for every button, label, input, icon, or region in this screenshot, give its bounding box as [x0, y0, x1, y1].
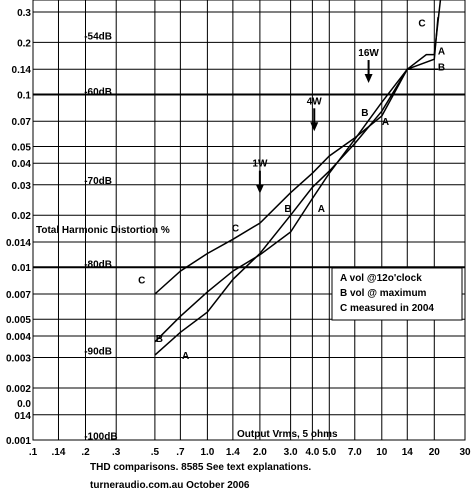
y-tick-labels: 0.3 0.2 0.14 0.1 0.07 0.05 0.04 0.03 0.02 0.014 0.… — [6, 8, 31, 447]
power-marker-label: 16W — [358, 48, 379, 59]
legend-box — [331, 267, 463, 321]
y-tick-label: 0.07 — [12, 117, 32, 128]
series-label: B — [156, 334, 163, 345]
x-tick-label: .7 — [176, 447, 185, 458]
y-tick-label: 0.14 — [12, 65, 32, 76]
x-tick-label: .1 — [29, 447, 38, 458]
x-tick-label: 1.4 — [226, 447, 240, 458]
x-tick-label: .14 — [52, 447, 66, 458]
x-tick-label: .2 — [81, 447, 90, 458]
series-label: C — [138, 275, 145, 286]
series-label: B — [361, 108, 368, 119]
series-label: A — [382, 117, 389, 128]
x-tick-label: 30 — [459, 447, 471, 458]
x-tick-label: .3 — [112, 447, 121, 458]
db-reference-labels: -54dB -60dB -70dB -80dB -90dB -100dB — [84, 31, 117, 442]
y-tick-label: 0.01 — [12, 263, 32, 274]
y-tick-label: 0.003 — [6, 354, 31, 365]
db-label: -70dB — [84, 176, 112, 187]
legend-entry: A vol @12o'clock — [340, 273, 422, 284]
db-label: -54dB — [84, 31, 112, 42]
power-marker-arrow-head — [364, 74, 373, 84]
db-label: -60dB — [84, 87, 112, 98]
power-marker-label: 1W — [252, 159, 268, 170]
db-label: -90dB — [84, 346, 112, 357]
series-lines — [154, 0, 442, 356]
x-tick-label: 4.0 — [305, 447, 319, 458]
caption-line-2: turneraudio.com.au October 2006 — [90, 480, 250, 491]
plot-frame — [32, 0, 466, 441]
db-label: -100dB — [84, 432, 117, 443]
x-tick-label: 20 — [429, 447, 441, 458]
power-marker-arrow-head — [255, 184, 264, 194]
y-tick-label: 0.014 — [6, 238, 31, 249]
y-tick-label: 0.03 — [12, 181, 32, 192]
y-tick-label: 0.3 — [17, 8, 31, 19]
y-tick-label: 0.04 — [12, 159, 32, 170]
series-label: C — [418, 19, 425, 30]
y-tick-label: 0.0 — [17, 399, 31, 410]
y-tick-label: 0.001 — [6, 436, 31, 447]
power-marker-arrow-head — [310, 122, 319, 132]
y-axis-label: Total Harmonic Distortion % — [36, 225, 170, 236]
x-tick-label: 1.0 — [200, 447, 214, 458]
y-tick-label: 0.1 — [17, 90, 31, 101]
y-tick-label: 0.02 — [12, 211, 32, 222]
x-tick-label: .5 — [151, 447, 160, 458]
y-tick-label: 0.2 — [17, 38, 31, 49]
power-markers: 1W 4W 16W — [252, 48, 379, 194]
y-tick-label: 0.005 — [6, 315, 31, 326]
legend: A vol @12o'clock B vol @ maximum C measure… — [340, 273, 434, 314]
series-label: A — [182, 351, 189, 362]
series-line-C — [154, 0, 442, 295]
y-tick-label: 014 — [14, 411, 31, 422]
x-axis-label: Output Vrms, 5 ohms — [237, 429, 338, 440]
series-label: B — [284, 204, 291, 215]
grid — [32, 0, 466, 441]
y-tick-label: 0.007 — [6, 290, 31, 301]
caption-line-1: THD comparisons. 8585 See text explanati… — [90, 462, 312, 473]
x-tick-label: 3.0 — [284, 447, 298, 458]
db-label: -80dB — [84, 260, 112, 271]
power-marker-label: 4W — [307, 96, 323, 107]
x-tick-label: 10 — [376, 447, 388, 458]
series-label: B — [438, 63, 445, 74]
x-tick-label: 14 — [402, 447, 414, 458]
x-tick-labels: .1 .14 .2 .3 .5 .7 1.0 1.4 2.0 3.0 4.0 5.0 7.0 10 14 20… — [29, 447, 471, 458]
legend-entry: B vol @ maximum — [340, 288, 427, 299]
x-tick-label: 2.0 — [253, 447, 267, 458]
legend-entry: C measured in 2004 — [340, 303, 434, 314]
y-tick-label: 0.004 — [6, 332, 31, 343]
x-tick-label: 7.0 — [348, 447, 362, 458]
y-tick-label: 0.002 — [6, 384, 31, 395]
series-label: A — [318, 204, 325, 215]
series-label: A — [438, 46, 445, 57]
x-tick-label: 5.0 — [322, 447, 336, 458]
y-tick-label: 0.05 — [12, 142, 32, 153]
series-label: C — [232, 223, 239, 234]
